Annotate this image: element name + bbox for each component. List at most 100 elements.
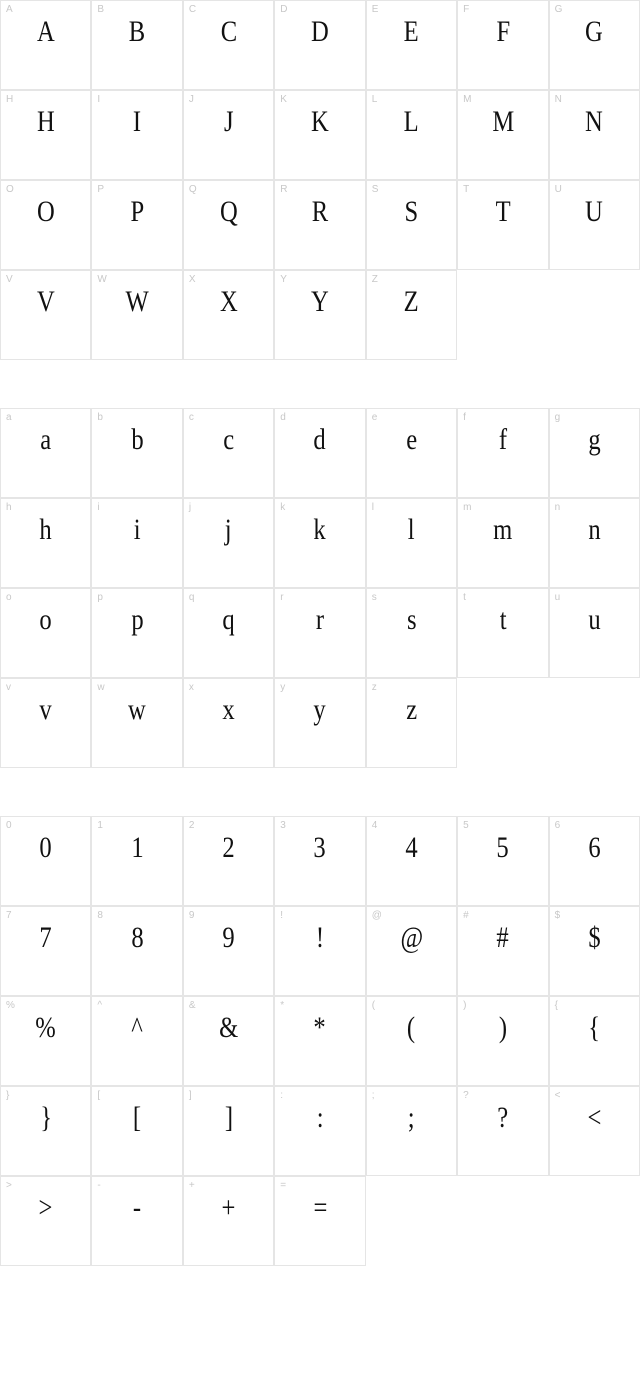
glyph-cell[interactable]: 55 — [457, 816, 548, 906]
glyph-cell[interactable]: YY — [274, 270, 365, 360]
glyph-cell[interactable]: pp — [91, 588, 182, 678]
glyph-cell[interactable]: gg — [549, 408, 640, 498]
glyph-cell[interactable]: ++ — [183, 1176, 274, 1266]
glyph-cell[interactable]: ## — [457, 906, 548, 996]
glyph-cell[interactable]: dd — [274, 408, 365, 498]
glyph-cell[interactable]: 11 — [91, 816, 182, 906]
glyph-cell[interactable]: 88 — [91, 906, 182, 996]
glyph-cell[interactable]: ww — [91, 678, 182, 768]
glyph-cell[interactable]: ff — [457, 408, 548, 498]
glyph-cell[interactable]: FF — [457, 0, 548, 90]
glyph-cell[interactable]: !! — [274, 906, 365, 996]
glyph-cell[interactable]: ii — [91, 498, 182, 588]
cell-label: X — [189, 274, 196, 285]
cell-label: < — [555, 1090, 561, 1101]
glyph-cell[interactable]: @@ — [366, 906, 457, 996]
glyph-cell[interactable]: :: — [274, 1086, 365, 1176]
glyph: c — [223, 425, 234, 455]
glyph-cell[interactable]: TT — [457, 180, 548, 270]
glyph-cell[interactable]: aa — [0, 408, 91, 498]
glyph-cell[interactable]: 00 — [0, 816, 91, 906]
glyph-cell[interactable]: bb — [91, 408, 182, 498]
cell-label: V — [6, 274, 13, 285]
glyph-cell[interactable]: vv — [0, 678, 91, 768]
glyph-cell[interactable]: ZZ — [366, 270, 457, 360]
glyph-cell[interactable]: EE — [366, 0, 457, 90]
glyph-cell[interactable]: xx — [183, 678, 274, 768]
glyph-cell[interactable]: $$ — [549, 906, 640, 996]
glyph-cell[interactable]: 44 — [366, 816, 457, 906]
glyph-cell[interactable]: == — [274, 1176, 365, 1266]
glyph-cell[interactable]: cc — [183, 408, 274, 498]
glyph-cell[interactable]: rr — [274, 588, 365, 678]
glyph-cell[interactable]: nn — [549, 498, 640, 588]
glyph: F — [496, 17, 510, 47]
glyph-cell[interactable]: ss — [366, 588, 457, 678]
glyph-cell[interactable]: 33 — [274, 816, 365, 906]
glyph-cell[interactable]: oo — [0, 588, 91, 678]
glyph-cell[interactable]: [[ — [91, 1086, 182, 1176]
glyph-cell[interactable]: mm — [457, 498, 548, 588]
glyph-cell[interactable]: hh — [0, 498, 91, 588]
glyph-cell[interactable]: NN — [549, 90, 640, 180]
cell-label: d — [280, 412, 286, 423]
glyph-cell[interactable]: KK — [274, 90, 365, 180]
glyph: $ — [588, 923, 600, 953]
glyph-cell[interactable]: AA — [0, 0, 91, 90]
glyph-cell[interactable]: HH — [0, 90, 91, 180]
glyph-cell[interactable]: 99 — [183, 906, 274, 996]
glyph-cell[interactable]: UU — [549, 180, 640, 270]
glyph-cell[interactable]: << — [549, 1086, 640, 1176]
glyph-cell[interactable]: tt — [457, 588, 548, 678]
glyph-cell[interactable]: VV — [0, 270, 91, 360]
glyph-cell[interactable]: II — [91, 90, 182, 180]
glyph-cell[interactable]: ** — [274, 996, 365, 1086]
glyph-cell[interactable]: PP — [91, 180, 182, 270]
cell-label: ] — [189, 1090, 192, 1101]
cell-label: ; — [372, 1090, 375, 1101]
glyph-cell[interactable]: jj — [183, 498, 274, 588]
glyph-cell[interactable]: ?? — [457, 1086, 548, 1176]
glyph-cell[interactable]: WW — [91, 270, 182, 360]
cell-label: b — [97, 412, 103, 423]
glyph-cell[interactable]: ee — [366, 408, 457, 498]
glyph: ? — [497, 1103, 508, 1133]
glyph-cell[interactable]: LL — [366, 90, 457, 180]
glyph-cell[interactable]: -- — [91, 1176, 182, 1266]
glyph-cell[interactable]: OO — [0, 180, 91, 270]
glyph-cell[interactable]: 22 — [183, 816, 274, 906]
glyph-cell[interactable]: BB — [91, 0, 182, 90]
glyph-cell[interactable]: (( — [366, 996, 457, 1086]
glyph-cell[interactable]: CC — [183, 0, 274, 90]
glyph-cell[interactable]: XX — [183, 270, 274, 360]
glyph-cell[interactable]: QQ — [183, 180, 274, 270]
cell-label: o — [6, 592, 12, 603]
glyph-cell[interactable]: yy — [274, 678, 365, 768]
glyph-cell[interactable]: MM — [457, 90, 548, 180]
glyph-cell[interactable]: qq — [183, 588, 274, 678]
glyph-cell[interactable]: {{ — [549, 996, 640, 1086]
glyph-cell[interactable]: GG — [549, 0, 640, 90]
glyph-cell[interactable]: ;; — [366, 1086, 457, 1176]
glyph-cell[interactable]: %% — [0, 996, 91, 1086]
glyph-cell[interactable]: ^^ — [91, 996, 182, 1086]
glyph-cell[interactable]: >> — [0, 1176, 91, 1266]
glyph-cell[interactable]: ll — [366, 498, 457, 588]
glyph-cell[interactable]: zz — [366, 678, 457, 768]
glyph-cell[interactable]: JJ — [183, 90, 274, 180]
glyph-cell[interactable]: kk — [274, 498, 365, 588]
cell-label: v — [6, 682, 11, 693]
glyph-cell[interactable]: RR — [274, 180, 365, 270]
glyph-cell[interactable]: )) — [457, 996, 548, 1086]
glyph-cell[interactable]: ]] — [183, 1086, 274, 1176]
glyph-cell[interactable]: 66 — [549, 816, 640, 906]
glyph-cell[interactable]: SS — [366, 180, 457, 270]
glyph-cell[interactable]: && — [183, 996, 274, 1086]
glyph-cell[interactable]: 77 — [0, 906, 91, 996]
glyph: y — [314, 695, 326, 725]
glyph-cell[interactable]: }} — [0, 1086, 91, 1176]
glyph-cell[interactable]: DD — [274, 0, 365, 90]
glyph-cell[interactable]: uu — [549, 588, 640, 678]
glyph: } — [40, 1103, 52, 1133]
glyph: ( — [407, 1013, 415, 1043]
